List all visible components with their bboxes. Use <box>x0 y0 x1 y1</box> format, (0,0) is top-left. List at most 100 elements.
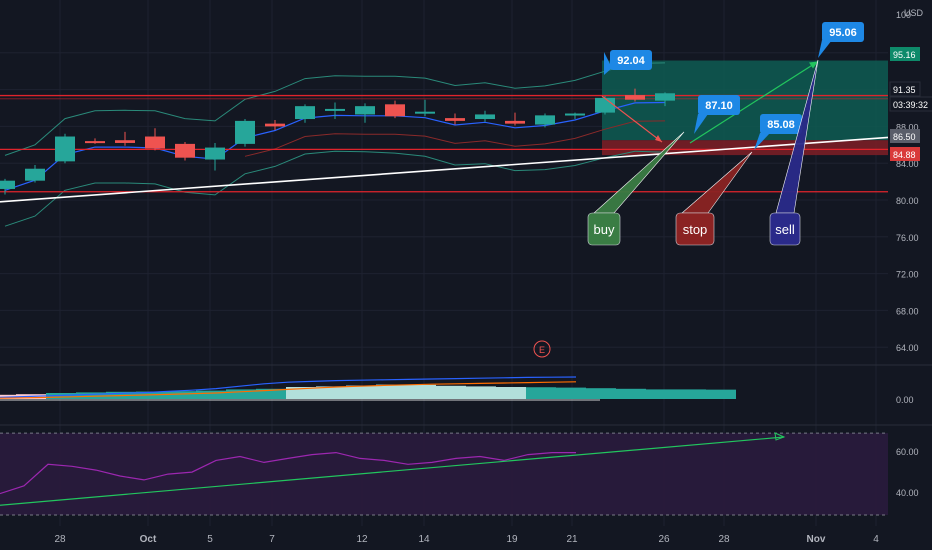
macd-histogram-bar <box>526 387 556 399</box>
time-tick-label: 12 <box>356 534 368 545</box>
callout-buy[interactable]: buy <box>587 212 621 246</box>
macd-histogram-bar <box>706 389 736 399</box>
callout-92-04[interactable]: 92.04 <box>610 50 652 70</box>
price-tag-label: 03:39:32 <box>893 100 928 110</box>
rsi-tick-label: 60.00 <box>896 447 919 457</box>
callouts[interactable]: 92.04 87.10 85.08 95.06 buy stop sell E <box>533 22 864 358</box>
macd-histogram-bar <box>166 391 196 399</box>
time-tick-label: Oct <box>140 534 157 545</box>
price-tag[interactable]: 95.16 <box>890 47 920 61</box>
macd-panel[interactable] <box>0 376 736 401</box>
time-tick-label: 19 <box>506 534 518 545</box>
callout-87-10-box <box>698 95 740 115</box>
callout-87-10[interactable]: 87.10 <box>698 95 740 115</box>
time-axis[interactable]: 28 Oct 5 7 12 14 19 21 26 28 Nov 4 <box>54 534 879 545</box>
candle <box>415 99 435 117</box>
time-tick-label: 14 <box>418 534 430 545</box>
candle-body <box>325 108 345 111</box>
time-tick-label: 5 <box>207 534 213 545</box>
arrow-drop <box>601 95 663 143</box>
price-tag-label: 95.16 <box>893 50 916 60</box>
callout-95-06[interactable]: 95.06 <box>822 22 864 42</box>
callout-stop-box <box>675 212 715 246</box>
macd-histogram-bar <box>556 387 586 399</box>
price-tag[interactable]: 91.35 <box>889 81 921 97</box>
callout-pointer <box>754 133 770 150</box>
rsi-arrow-head <box>774 432 786 441</box>
callout-95-06-box <box>822 22 864 42</box>
candle-body <box>295 106 315 120</box>
event-circle <box>533 340 551 358</box>
rsi-trend-arrow <box>0 436 785 506</box>
price-tick-label: 80.00 <box>896 196 919 206</box>
time-tick-label: 28 <box>54 534 66 545</box>
macd-histogram-bar <box>286 387 316 399</box>
macd-histogram-bar <box>496 387 526 399</box>
candle <box>25 165 45 183</box>
time-tick-label: 7 <box>269 534 275 545</box>
callout-sell[interactable]: sell <box>769 212 801 246</box>
candle-body <box>445 118 465 121</box>
callout-95-06-label: 95.06 <box>829 27 857 39</box>
price-tag[interactable]: 03:39:32 <box>889 96 932 112</box>
callout-stop-label: stop <box>683 222 708 237</box>
price-tag-box <box>890 147 920 161</box>
callout-stop-tail <box>681 151 753 214</box>
macd-histogram-bar <box>346 385 376 399</box>
candle <box>655 92 675 107</box>
annotation-arrows <box>601 60 819 144</box>
candle <box>475 110 495 122</box>
callout-pointer <box>818 40 832 58</box>
bb-lower <box>4 150 666 227</box>
arrow-head <box>655 135 662 143</box>
candle-body <box>475 114 495 120</box>
macd-histogram-bar <box>256 388 286 399</box>
callout-85-08-box <box>760 114 802 134</box>
candle-body <box>85 141 105 144</box>
callout-87-10-label: 87.10 <box>705 100 733 112</box>
callout-85-08[interactable]: 85.08 <box>760 114 802 134</box>
currency-label: USD <box>904 8 924 18</box>
candle <box>85 138 105 144</box>
bollinger-bands <box>4 62 666 227</box>
candles[interactable] <box>0 88 675 195</box>
rsi-panel[interactable] <box>0 432 888 516</box>
candle <box>325 102 345 120</box>
macd-histogram-bar <box>376 384 406 399</box>
price-tag[interactable]: 86.50 <box>890 129 920 143</box>
price-tick-label: 76.00 <box>896 233 919 243</box>
candle <box>145 128 165 151</box>
candle <box>355 103 375 123</box>
time-tick-label: 28 <box>718 534 730 545</box>
earnings-event-marker[interactable]: E <box>533 340 551 358</box>
target-zone <box>602 60 888 141</box>
candle <box>235 119 255 147</box>
candle-body <box>175 143 195 158</box>
candle-body <box>0 180 15 189</box>
callout-sell-box <box>769 212 801 246</box>
candle <box>265 119 285 131</box>
macd-histogram-bar <box>316 386 346 399</box>
macd-histogram-bar <box>646 389 676 399</box>
macd-line <box>0 376 577 398</box>
price-tick-label: 84.00 <box>896 159 919 169</box>
candle-body <box>565 113 585 116</box>
bb-upper <box>4 62 666 156</box>
price-axis[interactable]: 10096.0092.0088.0084.0080.0076.0072.0068… <box>889 10 932 498</box>
event-letter: E <box>539 345 545 355</box>
callout-92-04-box <box>610 50 652 70</box>
callout-pointer <box>604 52 612 75</box>
candle <box>175 142 195 161</box>
rsi-band <box>0 433 888 515</box>
candle <box>445 113 465 125</box>
candle <box>55 133 75 164</box>
price-tag[interactable]: 84.88 <box>890 147 920 161</box>
candle <box>505 112 525 126</box>
callout-stop[interactable]: stop <box>675 212 715 246</box>
macd-histogram-bar <box>676 389 706 399</box>
candle-body <box>535 115 555 125</box>
candle <box>625 88 645 102</box>
rsi-tick-label: 40.00 <box>896 488 919 498</box>
price-tag-label: 86.50 <box>893 132 916 142</box>
